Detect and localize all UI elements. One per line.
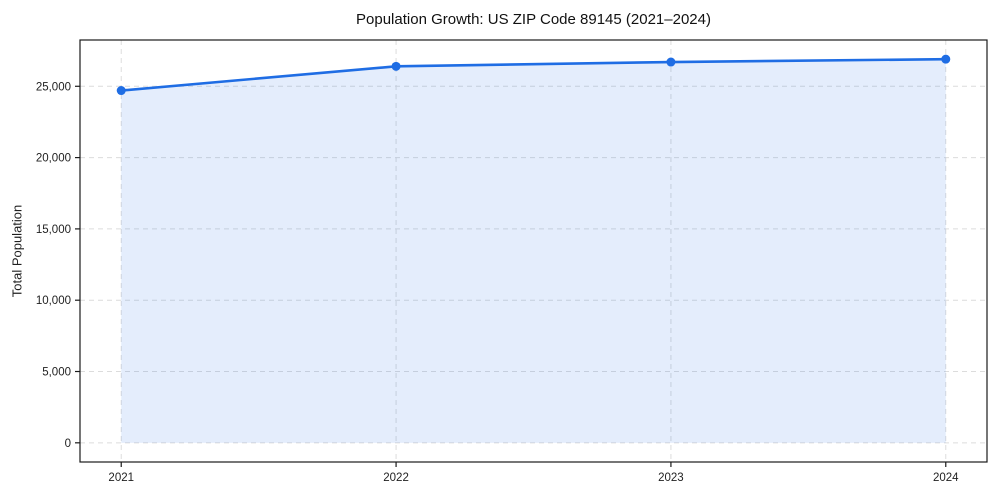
series-area — [121, 59, 946, 443]
y-tick-label: 0 — [65, 438, 71, 450]
y-tick-label: 10,000 — [36, 295, 71, 307]
x-tick-label: 2021 — [108, 472, 134, 484]
x-tick-label: 2024 — [933, 472, 959, 484]
series-line — [119, 57, 948, 92]
data-point — [941, 54, 951, 64]
x-tick-label: 2022 — [383, 472, 409, 484]
chart-title: Population Growth: US ZIP Code 89145 (20… — [356, 11, 711, 28]
data-point — [116, 86, 126, 96]
y-tick-label: 20,000 — [36, 153, 71, 165]
y-tick-label: 5,000 — [42, 367, 71, 379]
data-point — [391, 61, 401, 71]
plot-border — [79, 39, 988, 463]
x-tick-label: 2023 — [658, 472, 684, 484]
y-tick-label: 25,000 — [36, 81, 71, 93]
data-point — [666, 57, 676, 67]
y-tick-label: 15,000 — [36, 224, 71, 236]
